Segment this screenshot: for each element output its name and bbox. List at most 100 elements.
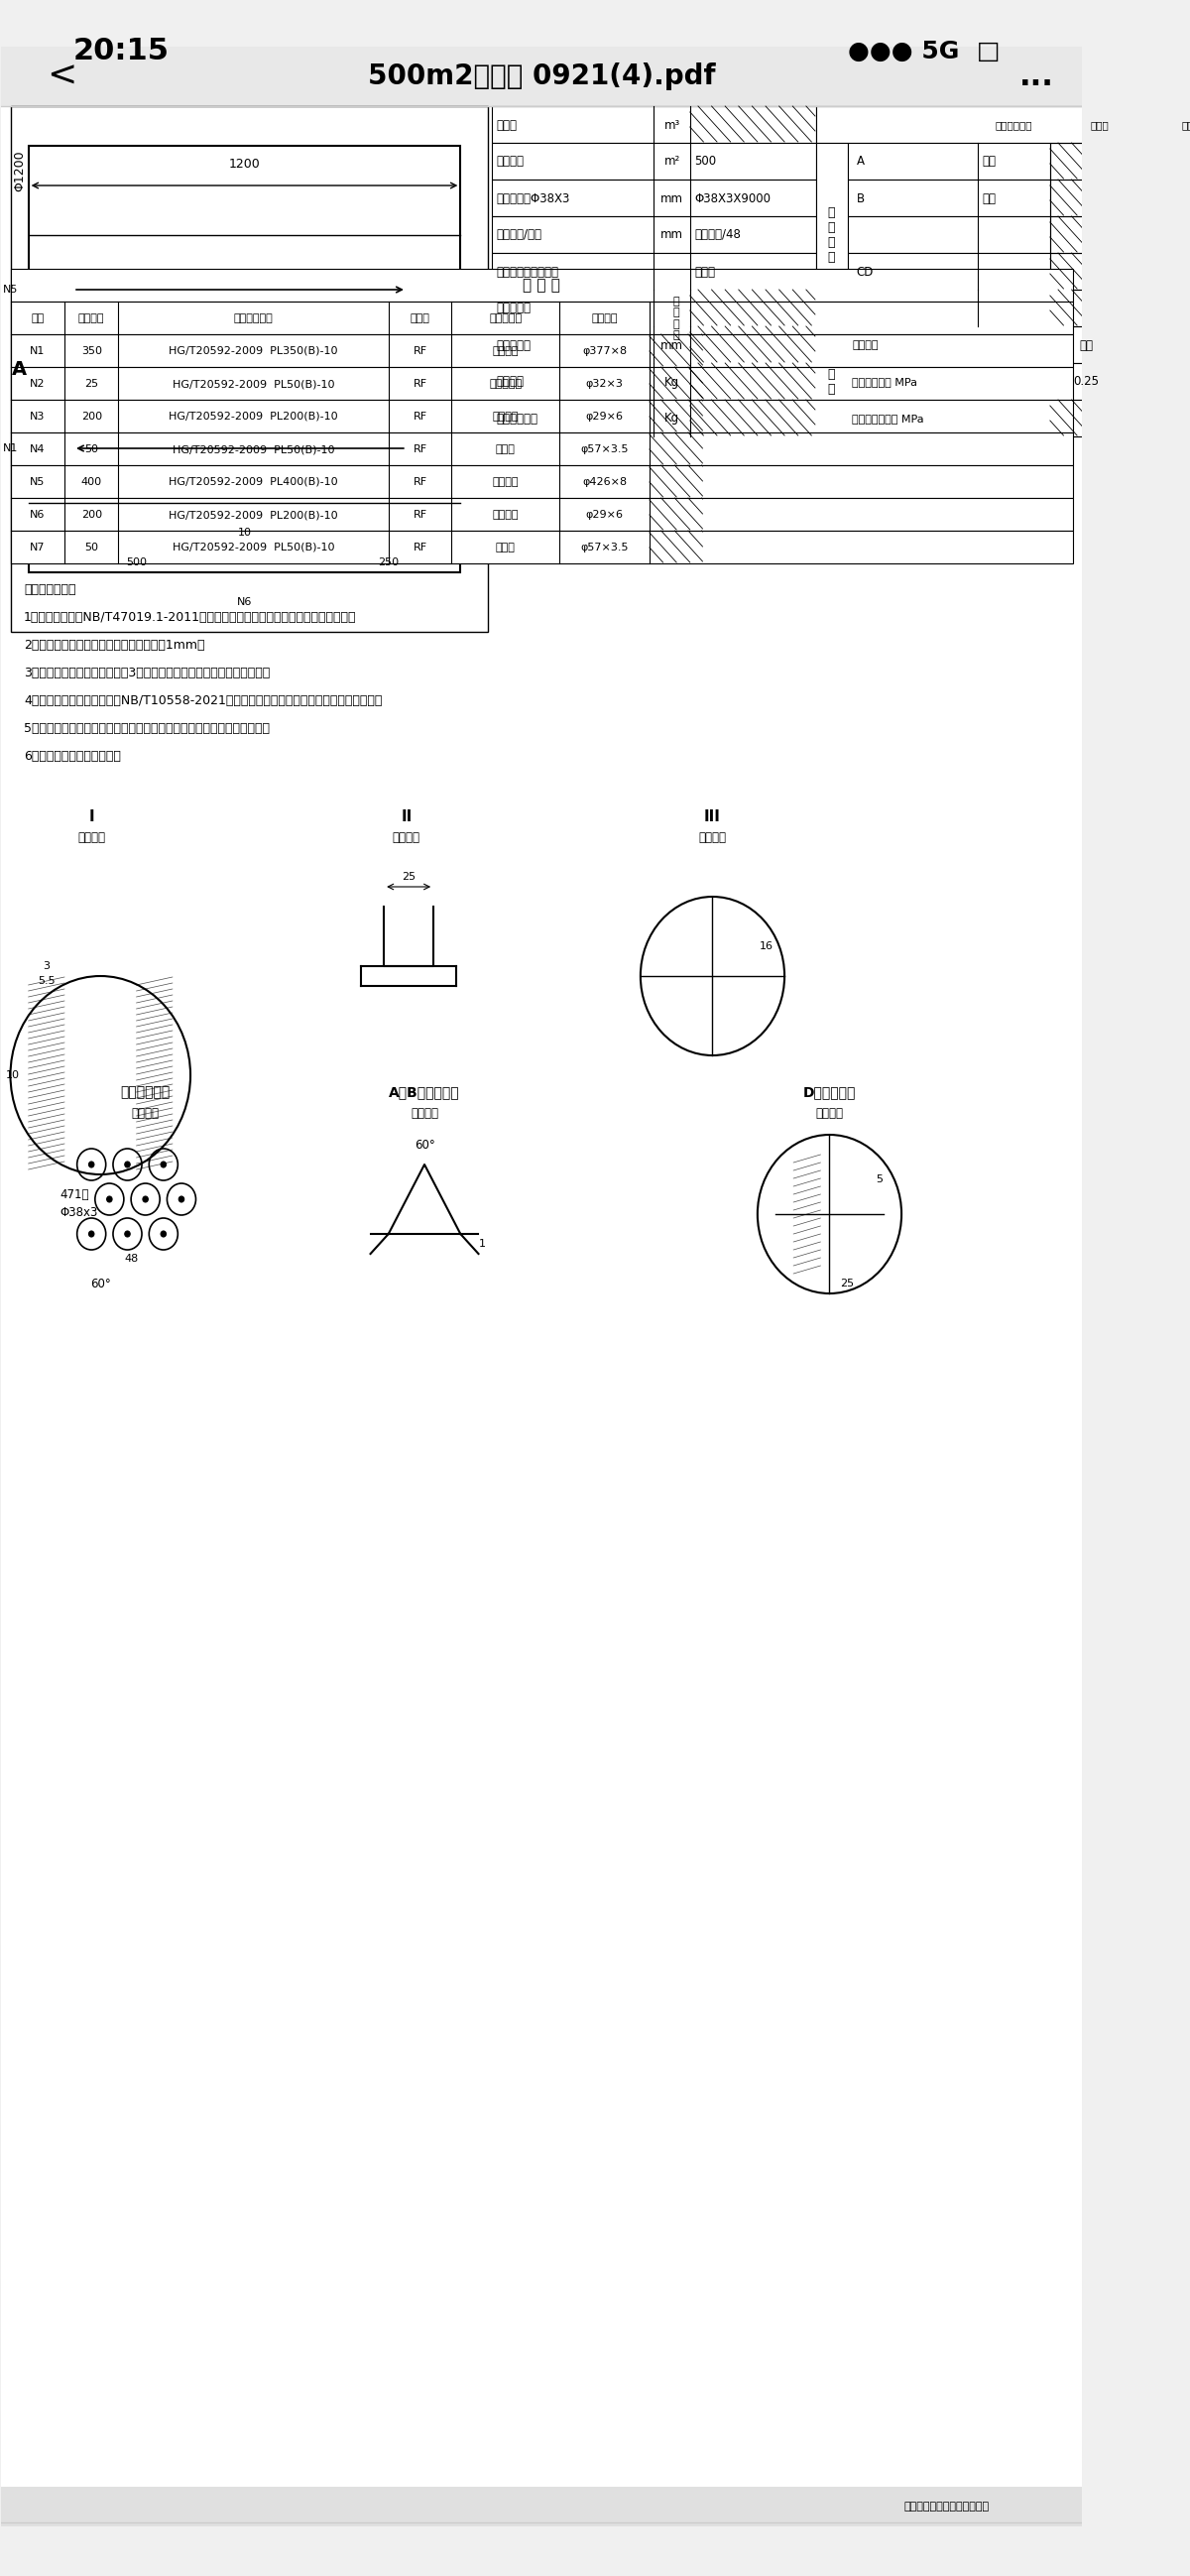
Text: N6: N6 — [237, 598, 252, 608]
Bar — [816, 142, 847, 327]
Bar — [847, 180, 1050, 216]
Text: 保温层厚度: 保温层厚度 — [496, 337, 531, 353]
Text: 0.25: 0.25 — [1073, 376, 1098, 389]
Text: 不按比例: 不按比例 — [411, 1108, 438, 1121]
Bar — [491, 106, 816, 142]
Text: HG/T20592-2009  PL400(B)-10: HG/T20592-2009 PL400(B)-10 — [169, 477, 338, 487]
Text: CD: CD — [857, 265, 873, 278]
Circle shape — [161, 1231, 167, 1236]
Text: N3: N3 — [30, 412, 45, 422]
Text: 其它技术要求：: 其它技术要求： — [24, 582, 76, 595]
Text: 接
管
长
度: 接 管 长 度 — [674, 296, 679, 340]
Bar — [1122, 216, 1190, 252]
Text: 10: 10 — [238, 528, 251, 538]
Text: 48: 48 — [125, 1255, 139, 1265]
Text: 500: 500 — [695, 155, 716, 167]
Text: 200: 200 — [81, 412, 102, 422]
Text: 管子与管板连接方式: 管子与管板连接方式 — [496, 265, 559, 278]
Text: 排污口: 排污口 — [495, 544, 515, 551]
Text: III: III — [704, 809, 721, 824]
Text: RF: RF — [413, 510, 427, 520]
Text: 排列形式/间距: 排列形式/间距 — [496, 229, 543, 242]
Text: 检测标准: 检测标准 — [1182, 121, 1190, 129]
Bar — [1050, 142, 1122, 180]
Text: 用途或名称: 用途或名称 — [489, 314, 522, 325]
Text: 换热管规格Φ38X3: 换热管规格Φ38X3 — [496, 193, 570, 206]
Text: RF: RF — [413, 345, 427, 355]
Bar — [1122, 252, 1190, 289]
Text: N1: N1 — [2, 443, 18, 453]
Text: 最大装载质量: 最大装载质量 — [496, 412, 538, 425]
Text: Φ38X3X9000: Φ38X3X9000 — [695, 193, 771, 206]
Text: 接 口 表: 接 口 表 — [522, 278, 560, 294]
Text: φ29×6: φ29×6 — [585, 510, 624, 520]
Text: 水压试验压力 MPa: 水压试验压力 MPa — [852, 376, 917, 386]
Text: 温度检测口: 温度检测口 — [489, 379, 522, 389]
Text: 冷水进口: 冷水进口 — [493, 345, 519, 355]
Bar — [491, 399, 816, 435]
Bar — [847, 327, 1122, 363]
Text: 500m2冷凝器 0921(4).pdf: 500m2冷凝器 0921(4).pdf — [368, 62, 715, 90]
Text: m²: m² — [664, 155, 679, 167]
Text: 500: 500 — [126, 556, 146, 567]
Text: HG/T20592-2009  PL200(B)-10: HG/T20592-2009 PL200(B)-10 — [169, 412, 338, 422]
Text: A、B类焊接接头: A、B类焊接接头 — [389, 1084, 461, 1100]
Bar — [11, 497, 1072, 531]
Circle shape — [89, 1231, 94, 1236]
Text: 6、支座及管口方位按本图。: 6、支座及管口方位按本图。 — [24, 750, 121, 762]
Text: I: I — [88, 809, 94, 824]
Text: mm: mm — [660, 229, 683, 242]
Text: 5: 5 — [876, 1175, 883, 1185]
Text: 20:15: 20:15 — [74, 36, 170, 67]
Text: 2、管板密封面与壳体轴线垂直，其公差为1mm。: 2、管板密封面与壳体轴线垂直，其公差为1mm。 — [24, 639, 205, 652]
Text: 200: 200 — [81, 510, 102, 520]
Text: φ377×8: φ377×8 — [582, 345, 627, 355]
Text: A: A — [12, 361, 27, 379]
Text: m³: m³ — [664, 118, 679, 131]
Bar — [11, 399, 1072, 433]
Bar — [847, 289, 1050, 327]
Text: RF: RF — [413, 544, 427, 551]
Text: 5、管路系统中应按规定在管路就近装设安全装置，安全装置由用户自理。: 5、管路系统中应按规定在管路就近装设安全装置，安全装置由用户自理。 — [24, 721, 270, 734]
Bar — [11, 366, 1072, 399]
Text: N5: N5 — [2, 286, 18, 294]
Text: 5.5: 5.5 — [38, 976, 55, 987]
Bar — [1050, 252, 1122, 289]
Text: N1: N1 — [30, 345, 45, 355]
Text: 盐水进口: 盐水进口 — [493, 510, 519, 520]
Text: Kg: Kg — [664, 412, 679, 425]
Text: B: B — [857, 193, 865, 206]
Text: 无
损
检
测: 无 损 检 测 — [827, 206, 835, 263]
Text: 符号: 符号 — [31, 314, 44, 325]
Circle shape — [89, 1162, 94, 1167]
Text: 公称规格: 公称规格 — [79, 314, 105, 325]
Bar — [1050, 289, 1122, 327]
Text: 1: 1 — [478, 1239, 486, 1249]
Bar — [491, 252, 816, 289]
Bar — [1, 46, 1082, 106]
Text: N7: N7 — [30, 544, 45, 551]
Text: 气密性试验压力 MPa: 气密性试验压力 MPa — [852, 415, 923, 422]
Text: mm: mm — [660, 337, 683, 353]
Circle shape — [107, 1195, 112, 1203]
Text: 10: 10 — [6, 1069, 19, 1079]
Bar — [491, 363, 816, 399]
Circle shape — [125, 1162, 130, 1167]
Text: 3: 3 — [43, 961, 50, 971]
Text: Φ1200: Φ1200 — [13, 149, 26, 191]
Text: RF: RF — [413, 477, 427, 487]
Text: A: A — [857, 155, 864, 167]
Bar — [1122, 180, 1190, 216]
Text: 不按比例: 不按比例 — [815, 1108, 844, 1121]
Text: RF: RF — [413, 412, 427, 422]
Bar — [1050, 216, 1122, 252]
Text: N6: N6 — [30, 510, 45, 520]
Text: Kg: Kg — [664, 376, 679, 389]
Text: 25: 25 — [840, 1278, 854, 1288]
Text: N2: N2 — [30, 379, 45, 389]
Text: 传热面积: 传热面积 — [496, 155, 525, 167]
Text: 检测率: 检测率 — [1090, 121, 1109, 129]
Text: HG/T20592-2009  PL50(B)-10: HG/T20592-2009 PL50(B)-10 — [173, 379, 334, 389]
Bar — [1122, 289, 1190, 327]
Text: HG/T20592-2009  PL50(B)-10: HG/T20592-2009 PL50(B)-10 — [173, 446, 334, 453]
